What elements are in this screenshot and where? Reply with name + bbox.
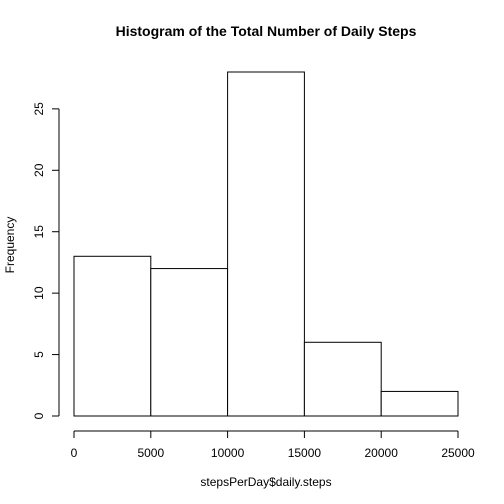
histogram-bar-2: [150, 268, 229, 417]
x-tick-label: 10000: [211, 446, 245, 460]
y-tick-label: 5: [32, 351, 46, 358]
bars-group: [73, 71, 459, 417]
y-tick-label: 15: [32, 225, 46, 239]
histogram-bar-3: [227, 71, 305, 417]
histogram-bar-5: [380, 390, 459, 417]
histogram-bar-4: [303, 341, 382, 417]
x-tick-label: 0: [71, 446, 78, 460]
y-tick-label: 10: [32, 286, 46, 300]
x-tick-label: 25000: [441, 446, 475, 460]
y-axis-label: Frequency: [3, 217, 17, 274]
histogram-bar-1: [73, 255, 152, 417]
y-tick-label: 20: [32, 163, 46, 177]
y-tick-label: 25: [32, 102, 46, 116]
x-tick-label: 15000: [288, 446, 322, 460]
x-axis: 0 5000 10000 15000 20000 25000: [71, 430, 475, 460]
y-axis: 0 5 10 15 20 25: [32, 102, 60, 419]
x-axis-label: stepsPerDay$daily.steps: [200, 475, 331, 489]
y-tick-label: 0: [32, 412, 46, 419]
chart-title: Histogram of the Total Number of Daily S…: [116, 23, 417, 39]
x-tick-label: 20000: [365, 446, 399, 460]
x-tick-label: 5000: [137, 446, 164, 460]
